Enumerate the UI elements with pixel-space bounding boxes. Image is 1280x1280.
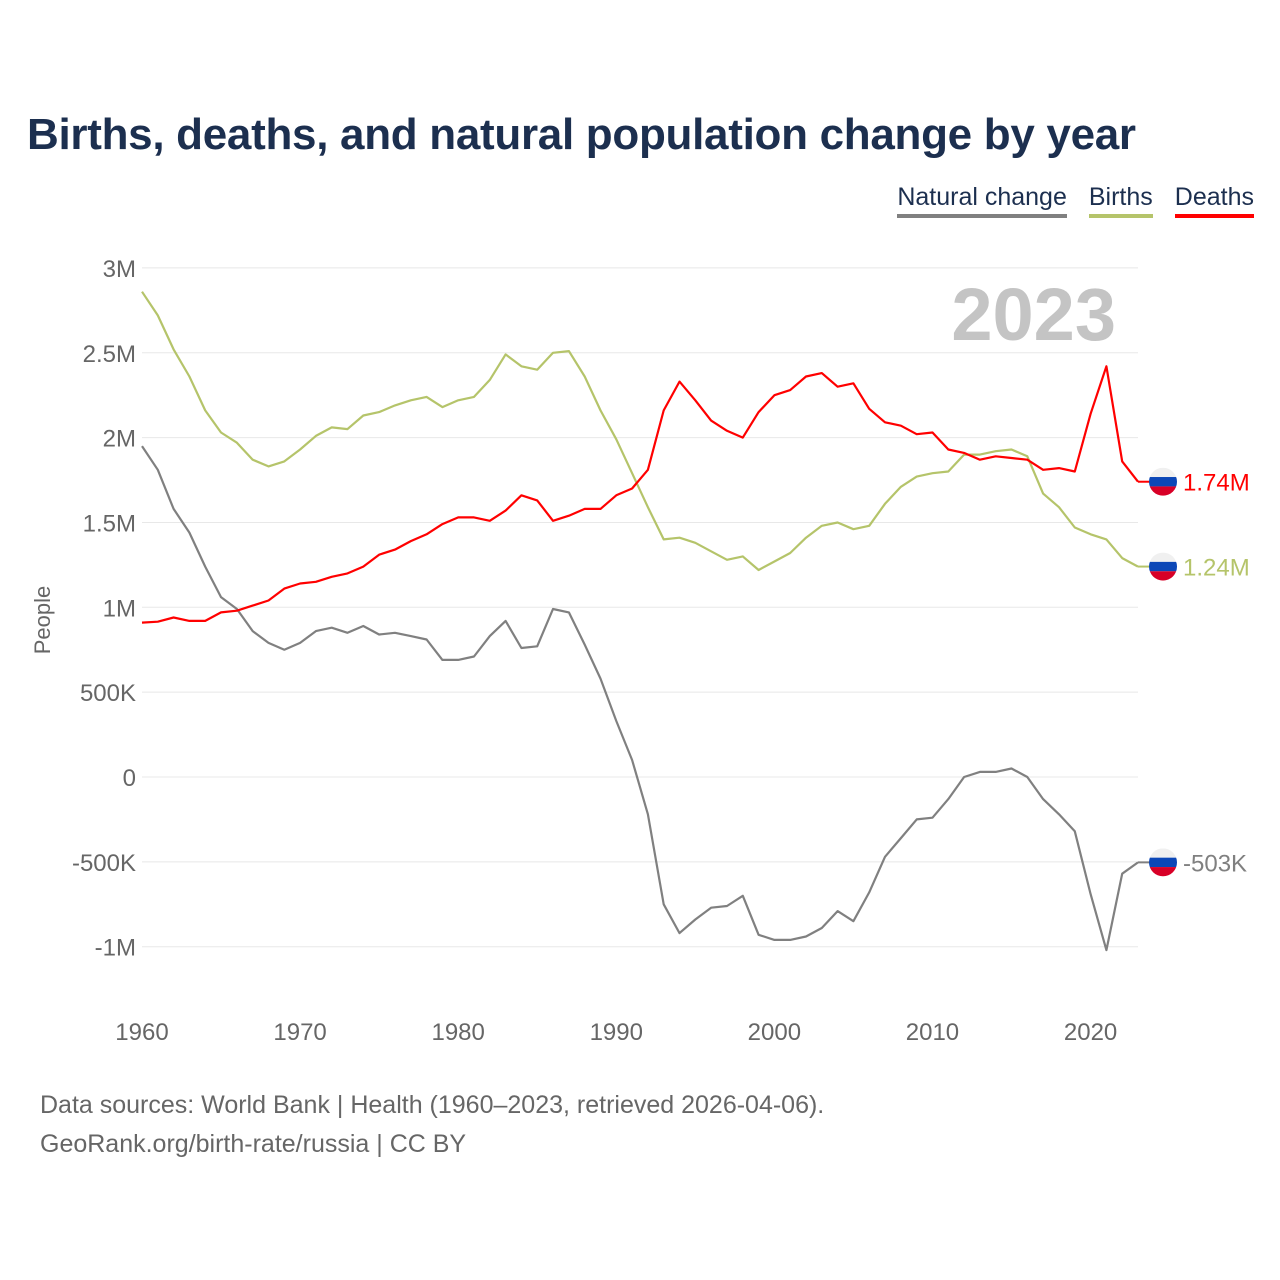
- russia-flag-icon: [1149, 552, 1177, 581]
- x-tick-label: 1960: [115, 1019, 168, 1046]
- series-line-births: [141, 291, 1139, 572]
- x-tick-label: 1970: [273, 1019, 326, 1046]
- y-tick-label: 1.5M: [83, 510, 136, 537]
- y-tick-label: 2M: [103, 426, 136, 453]
- end-value-label: -503K: [1183, 850, 1247, 877]
- y-tick-label: 3M: [103, 256, 136, 283]
- y-tick-label: 0: [123, 765, 136, 792]
- russia-flag-icon: [1149, 467, 1177, 496]
- x-tick-label: 2020: [1064, 1019, 1117, 1046]
- x-tick-label: 2000: [748, 1019, 801, 1046]
- series-line-deaths: [141, 365, 1139, 624]
- series-line-natural-change: [141, 445, 1139, 952]
- x-tick-label: 1990: [590, 1019, 643, 1046]
- y-axis-label: People: [30, 586, 55, 655]
- y-tick-label: 500K: [80, 680, 136, 707]
- y-tick-label: -500K: [72, 850, 136, 877]
- x-tick-label: 1980: [431, 1019, 484, 1046]
- russia-flag-icon: [1149, 848, 1177, 877]
- legend-deaths[interactable]: Deaths: [1174, 183, 1254, 218]
- data-source: Data sources: World Bank | Health (1960–…: [40, 1091, 825, 1119]
- legend-natural-change[interactable]: Natural change: [897, 183, 1067, 218]
- year-label: 2023: [951, 273, 1116, 356]
- page-title: Births, deaths, and natural population c…: [27, 110, 1136, 159]
- legend: Natural change Births Deaths: [897, 183, 1254, 218]
- end-value-label: 1.74M: [1183, 470, 1250, 497]
- legend-births[interactable]: Births: [1088, 183, 1153, 218]
- x-tick-label: 2010: [906, 1019, 959, 1046]
- footer: Data sources: World Bank | Health (1960–…: [40, 1086, 824, 1164]
- end-value-label: 1.24M: [1183, 555, 1250, 582]
- y-tick-label: -1M: [95, 935, 136, 962]
- y-tick-label: 1M: [103, 595, 136, 622]
- source-link[interactable]: GeoRank.org/birth-rate/russia | CC BY: [40, 1130, 467, 1158]
- y-tick-label: 2.5M: [83, 341, 136, 368]
